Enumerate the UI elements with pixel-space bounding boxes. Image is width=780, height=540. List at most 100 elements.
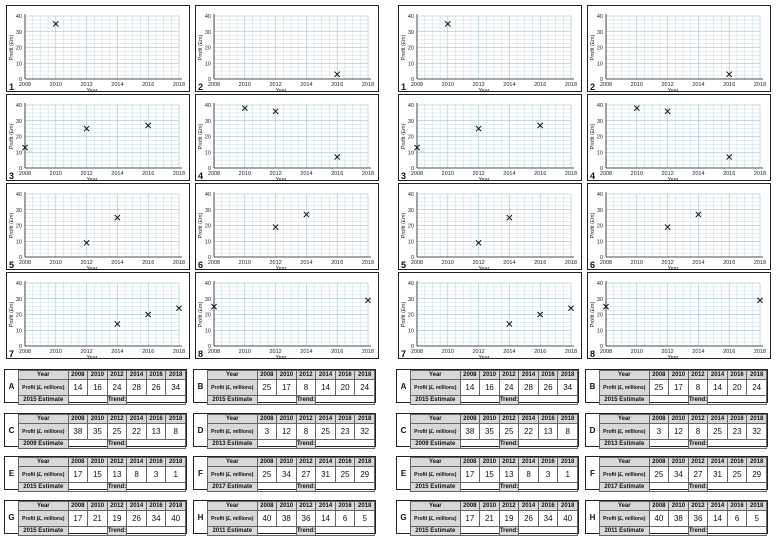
estimate-answer-cell[interactable] <box>648 439 689 449</box>
profit-value-cell: 38 <box>67 423 89 440</box>
year-cell: 2016 <box>726 457 748 467</box>
x-tick-label: 2008 <box>19 82 31 88</box>
trend-answer-cell[interactable] <box>315 526 375 536</box>
y-axis-label: Profit (£m) <box>9 301 15 327</box>
data-point <box>303 211 310 218</box>
x-tick-label: 2008 <box>19 171 31 177</box>
trend-answer-cell[interactable] <box>126 439 186 449</box>
year-header: Year <box>207 501 258 511</box>
profit-table-F-copy-2: F Year 2008 2010 2012 2014 2016 2018 Profit (£, … <box>585 456 768 492</box>
year-cell: 2016 <box>726 370 748 380</box>
grid <box>416 282 572 347</box>
estimate-label: 2009 Estimate <box>410 439 461 449</box>
year-cell: 2016 <box>726 501 748 511</box>
trend-answer-cell[interactable] <box>315 482 375 492</box>
profit-header: Profit (£, millions) <box>599 379 650 396</box>
estimate-answer-cell[interactable] <box>459 482 500 492</box>
estimate-answer-cell[interactable] <box>67 482 108 492</box>
estimate-answer-cell[interactable] <box>256 526 297 536</box>
year-header: Year <box>410 501 461 511</box>
x-tick-label: 2012 <box>472 82 484 88</box>
trend-answer-cell[interactable] <box>707 526 767 536</box>
data-point <box>145 311 152 318</box>
plot-svg: 2008 2010 2012 2014 2016 2018 0 10 20 30 40 Year Pro… <box>198 281 374 360</box>
y-tick-label: 30 <box>16 297 22 303</box>
estimate-answer-cell[interactable] <box>648 395 689 405</box>
y-axis-label: Profit (£m) <box>590 34 596 60</box>
y-tick-label: 40 <box>16 281 22 287</box>
trend-answer-cell[interactable] <box>707 439 767 449</box>
profit-value-cell: 34 <box>165 379 186 396</box>
x-tick-label: 2008 <box>208 260 220 266</box>
estimate-answer-cell[interactable] <box>459 395 500 405</box>
estimate-answer-cell[interactable] <box>256 395 297 405</box>
x-tick-label: 2014 <box>300 82 312 88</box>
trend-answer-cell[interactable] <box>315 439 375 449</box>
estimate-label: 2015 Estimate <box>410 395 461 405</box>
y-tick-label: 40 <box>16 14 22 20</box>
estimate-label: 2013 Estimate <box>207 439 258 449</box>
x-tick-label: 2012 <box>661 349 673 355</box>
profit-value-cell: 3 <box>256 423 278 440</box>
grid <box>605 282 761 347</box>
y-tick-label: 30 <box>597 30 603 36</box>
trend-answer-cell[interactable] <box>518 526 578 536</box>
estimate-answer-cell[interactable] <box>67 439 108 449</box>
x-tick-label: 2014 <box>503 171 515 177</box>
year-cell: 2014 <box>707 370 728 380</box>
year-cell: 2012 <box>106 501 128 511</box>
plot-svg: 2008 2010 2012 2014 2016 2018 0 10 20 30 40 Year Pro… <box>401 14 577 93</box>
y-tick-label: 0 <box>19 255 22 261</box>
year-cell: 2016 <box>334 370 356 380</box>
y-tick-label: 0 <box>600 166 603 172</box>
grid <box>416 15 572 80</box>
year-cell: 2010 <box>276 370 297 380</box>
trend-answer-cell[interactable] <box>126 526 186 536</box>
profit-value-cell: 8 <box>126 466 147 483</box>
trend-answer-cell[interactable] <box>518 482 578 492</box>
x-tick-label: 2014 <box>111 260 123 266</box>
y-tick-label: 20 <box>205 135 211 141</box>
year-cell: 2012 <box>498 414 520 424</box>
y-tick-label: 30 <box>205 297 211 303</box>
year-cell: 2014 <box>126 457 147 467</box>
year-header: Year <box>599 457 650 467</box>
trend-answer-cell[interactable] <box>707 395 767 405</box>
trend-answer-cell[interactable] <box>126 482 186 492</box>
year-cell: 2008 <box>459 414 481 424</box>
estimate-answer-cell[interactable] <box>256 482 297 492</box>
profit-value-cell: 20 <box>334 379 356 396</box>
estimate-answer-cell[interactable] <box>67 526 108 536</box>
x-axis-label: Year <box>478 177 489 182</box>
x-tick-label: 2010 <box>50 349 62 355</box>
profit-value-cell: 25 <box>106 423 128 440</box>
trend-label: Trend: <box>295 526 317 536</box>
data-table: Year 2008 2010 2012 2014 2016 2018 Profit (£, m… <box>207 414 375 449</box>
profit-value-cell: 17 <box>276 379 297 396</box>
plot-svg: 2008 2010 2012 2014 2016 2018 0 10 20 30 40 Year Pro… <box>401 192 577 271</box>
estimate-answer-cell[interactable] <box>648 526 689 536</box>
profit-header: Profit (£, millions) <box>599 466 650 483</box>
profit-value-cell: 28 <box>518 379 539 396</box>
trend-answer-cell[interactable] <box>518 439 578 449</box>
profit-value-cell: 12 <box>668 423 689 440</box>
table-letter: G <box>397 501 411 533</box>
estimate-answer-cell[interactable] <box>459 439 500 449</box>
trend-answer-cell[interactable] <box>707 482 767 492</box>
estimate-answer-cell[interactable] <box>648 482 689 492</box>
x-tick-label: 2014 <box>111 82 123 88</box>
trend-answer-cell[interactable] <box>126 395 186 405</box>
year-cell: 2012 <box>687 457 709 467</box>
y-tick-label: 0 <box>208 77 211 83</box>
estimate-answer-cell[interactable] <box>256 439 297 449</box>
estimate-answer-cell[interactable] <box>67 395 108 405</box>
trend-answer-cell[interactable] <box>518 395 578 405</box>
estimate-answer-cell[interactable] <box>459 526 500 536</box>
year-cell: 2016 <box>334 414 356 424</box>
profit-table-F-copy-1: F Year 2008 2010 2012 2014 2016 2018 Profit (£, … <box>193 456 376 492</box>
y-tick-label: 20 <box>597 224 603 230</box>
trend-answer-cell[interactable] <box>315 395 375 405</box>
data-point <box>537 311 544 318</box>
data-point <box>272 108 279 115</box>
plot-svg: 2008 2010 2012 2014 2016 2018 0 10 20 30 40 Year Pro… <box>590 103 766 182</box>
